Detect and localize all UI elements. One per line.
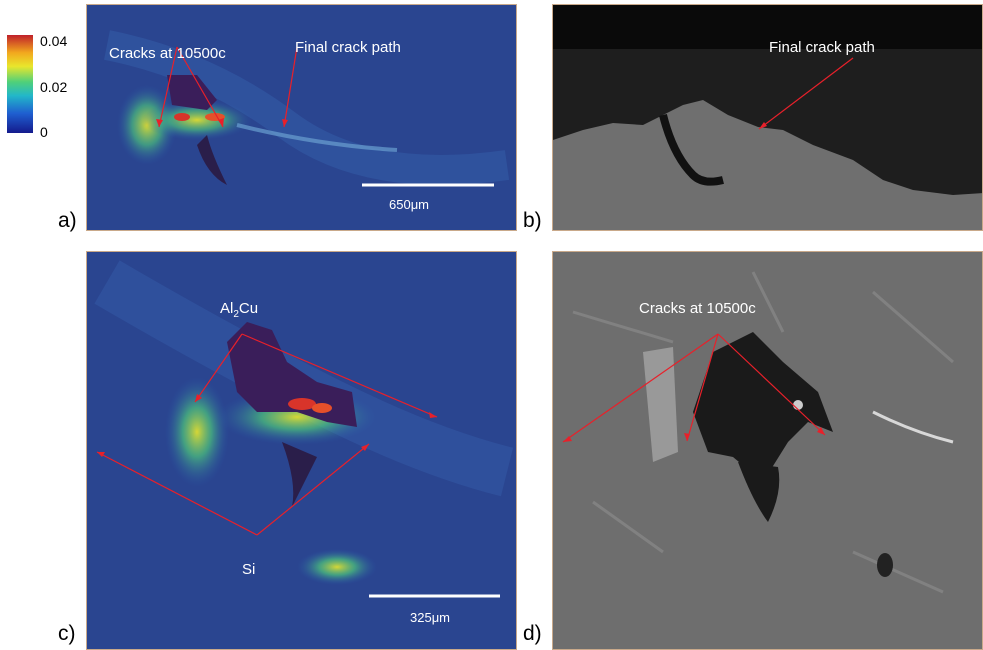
panel-b-image xyxy=(553,5,983,231)
al2cu-label-part: Cu xyxy=(239,300,258,317)
si-label: Si xyxy=(242,561,255,578)
colorbar-tick-max: 0.04 xyxy=(40,33,67,49)
panel-c-strain-map: Al2Cu Si 325μm xyxy=(86,251,517,650)
colorbar xyxy=(7,35,33,133)
panel-label-b: b) xyxy=(523,209,542,233)
colorbar-tick-mid: 0.02 xyxy=(40,79,67,95)
panel-label-a: a) xyxy=(58,209,77,233)
crack-path-label: Final crack path xyxy=(295,39,401,56)
cracks-label: Cracks at 10500c xyxy=(639,300,756,317)
crack-path-label: Final crack path xyxy=(769,39,875,56)
colorbar-tick-min: 0 xyxy=(40,124,48,140)
scale-bar-label: 325μm xyxy=(410,610,450,625)
scale-bar-label: 650μm xyxy=(389,197,429,212)
panel-d-image xyxy=(553,252,983,650)
al2cu-label: Al2Cu xyxy=(220,300,258,320)
panel-d-sem: Cracks at 10500c xyxy=(552,251,983,650)
panel-b-sem: Final crack path xyxy=(552,4,983,231)
panel-label-d: d) xyxy=(523,622,542,646)
panel-a-strain-map: Cracks at 10500c Final crack path 650μm xyxy=(86,4,517,231)
cracks-label: Cracks at 10500c xyxy=(109,45,226,62)
panel-label-c: c) xyxy=(58,622,76,646)
panel-c-image xyxy=(87,252,517,650)
al2cu-label-part: Al xyxy=(220,300,233,317)
